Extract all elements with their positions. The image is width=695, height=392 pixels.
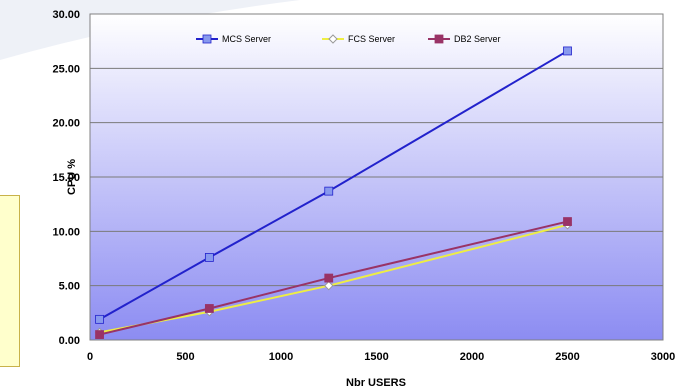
data-point: [324, 186, 334, 196]
x-tick-label: 3000: [651, 351, 675, 363]
x-tick-label: 500: [176, 351, 194, 363]
y-tick-label: 15.00: [52, 172, 80, 184]
legend-label: FCS Server: [348, 34, 395, 44]
grid-lines: [90, 67, 663, 287]
series-layer: [94, 46, 573, 339]
x-axis-ticks: 0 500 1000 1500 2000 2500 3000: [87, 351, 675, 363]
x-tick-label: 1500: [364, 351, 388, 363]
side-note-box: [0, 195, 20, 367]
data-point: [95, 330, 104, 339]
data-point: [324, 273, 334, 283]
x-axis-title: Nbr USERS: [346, 377, 406, 389]
series-line-db2-server: [99, 220, 568, 336]
data-point: [204, 253, 214, 262]
legend-item-fcs-server: FCS Server: [322, 34, 395, 44]
legend-item-mcs-server: MCS Server: [196, 34, 271, 44]
y-axis-title: CPU %: [66, 159, 78, 195]
y-tick-label: 5.00: [59, 281, 80, 293]
x-tick-label: 2500: [555, 351, 579, 363]
legend-label: DB2 Server: [454, 34, 501, 44]
data-point: [563, 217, 572, 226]
legend-label: MCS Server: [222, 34, 271, 44]
series-line-mcs-server: [99, 50, 569, 321]
legend-item-db2-server: DB2 Server: [428, 34, 501, 44]
data-point: [324, 280, 334, 291]
y-tick-label: 20.00: [52, 118, 80, 130]
data-point: [204, 304, 214, 313]
x-tick-label: 0: [87, 351, 93, 363]
data-point: [95, 314, 104, 324]
series-db2-server: [95, 217, 572, 339]
legend: MCS Server FCS Server DB2 Server: [196, 34, 501, 44]
y-tick-label: 30.00: [52, 9, 80, 21]
data-point: [434, 34, 444, 44]
y-tick-label: 25.00: [52, 63, 80, 75]
x-tick-label: 2000: [460, 351, 484, 363]
data-point: [202, 34, 212, 44]
data-point: [563, 46, 572, 56]
series-mcs-server: [95, 46, 572, 324]
y-axis-ticks: 0.00 5.00 10.00 15.00 20.00 25.00 30.00: [52, 9, 80, 347]
x-tick-label: 1000: [269, 351, 293, 363]
y-tick-label: 10.00: [52, 226, 80, 238]
y-tick-label: 0.00: [59, 335, 80, 347]
data-point: [328, 34, 338, 44]
